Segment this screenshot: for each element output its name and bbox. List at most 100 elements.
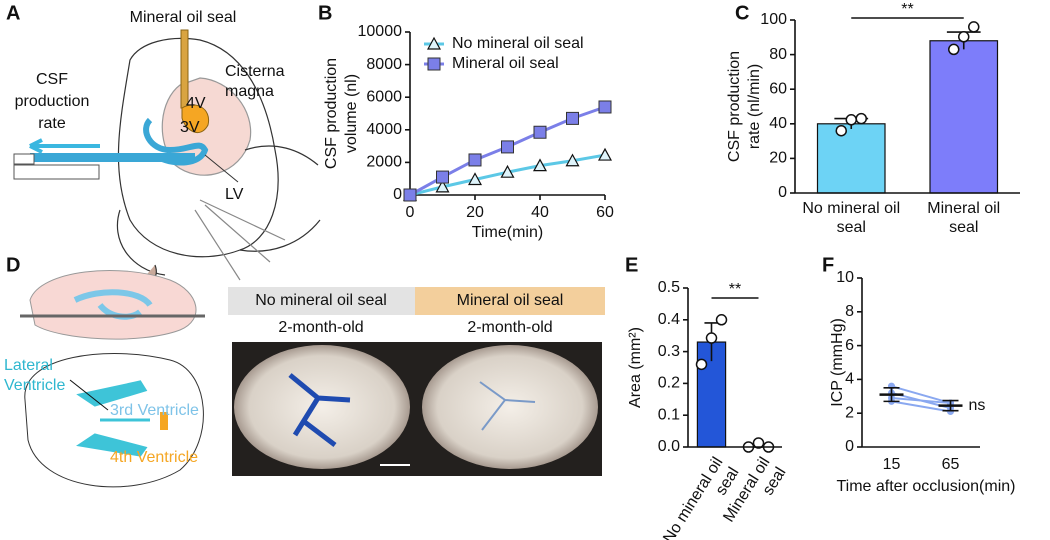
y-tick-label: 0.0 <box>658 438 680 455</box>
data-point <box>752 437 765 449</box>
label: Lateral <box>4 357 53 374</box>
x-tick-label: 40 <box>531 204 549 221</box>
y-tick-label: 10 <box>836 269 854 286</box>
marker <box>501 140 514 154</box>
condition-header <box>228 287 415 315</box>
legend-label: No mineral oil seal <box>452 35 584 52</box>
tube <box>13 153 35 165</box>
age-label: 2-month-old <box>467 319 552 336</box>
label: rate <box>38 115 66 132</box>
x-tick-label-line: No mineral oil <box>660 454 726 540</box>
y-tick-label: 2 <box>845 404 854 421</box>
data-point <box>705 332 718 344</box>
marker <box>435 179 450 193</box>
marker <box>533 125 547 139</box>
marker <box>468 153 482 167</box>
x-tick-label: 60 <box>596 204 614 221</box>
flow-arrow <box>29 138 100 154</box>
bar <box>929 40 999 194</box>
y-tick-label: 4 <box>845 371 854 388</box>
y-tick-label: 0.1 <box>658 406 680 423</box>
y-tick-label: 0 <box>845 438 854 455</box>
x-tick-label-line: No mineral oil <box>802 200 900 217</box>
marker <box>598 100 612 114</box>
y-tick-label: 0.2 <box>658 375 680 392</box>
marker <box>532 158 548 172</box>
ventricles <box>76 380 150 457</box>
label: 3rd Ventricle <box>110 402 199 419</box>
label: Mineral oil seal <box>130 9 237 26</box>
x-tick-label-line: seal <box>949 219 978 236</box>
label: magna <box>225 83 274 100</box>
legend-marker <box>427 57 441 71</box>
marker <box>467 172 483 186</box>
leader <box>69 379 109 411</box>
panel-label: C <box>735 2 749 24</box>
data-point <box>715 314 728 326</box>
panel-label: A <box>6 2 20 24</box>
subject-line <box>891 400 951 413</box>
y-tick-label: 80 <box>769 46 787 63</box>
panel-label: E <box>625 254 638 276</box>
y-tick-label: 60 <box>769 80 787 97</box>
y-axis-label-line: volume (nl) <box>343 74 360 153</box>
data-point <box>947 408 954 416</box>
data-point <box>835 124 847 137</box>
error-bar <box>942 399 959 412</box>
age-label: 2-month-old <box>278 319 363 336</box>
x-axis-label: Time after occlusion(min) <box>836 478 1015 495</box>
data-point <box>845 114 857 126</box>
brain-photo <box>234 345 410 469</box>
y-axis-label: CSF production rate (nl/min) <box>726 51 763 162</box>
data-point <box>948 43 960 56</box>
panel-label: F <box>822 254 834 276</box>
label: 4th Ventricle <box>110 449 198 466</box>
significance-label: ** <box>901 1 913 18</box>
y-tick-label: 6000 <box>366 88 402 105</box>
label: Cisterna <box>225 63 285 80</box>
significance-label: ** <box>729 281 741 298</box>
y-tick-label: 4000 <box>366 121 402 138</box>
fourth-ventricle <box>181 104 210 134</box>
lateral-ventricle <box>143 117 209 166</box>
label: 3V <box>180 119 200 136</box>
label: LV <box>225 186 244 203</box>
ventricle-stain <box>479 381 536 431</box>
marker <box>566 111 579 125</box>
y-axis-label-line: ICP (mmHg) <box>829 318 846 407</box>
y-tick-label: 8 <box>845 303 854 320</box>
y-axis-label: ICP (mmHg) <box>829 318 846 407</box>
data-point <box>855 112 867 125</box>
legend-marker <box>426 36 442 50</box>
marker <box>403 188 417 202</box>
error-bar <box>883 387 900 403</box>
y-tick-label: 10000 <box>358 23 403 40</box>
ruler <box>13 164 100 180</box>
label: Ventricle <box>4 377 65 394</box>
x-tick-label-line: seal <box>837 219 866 236</box>
marker <box>500 164 515 178</box>
y-tick-label: 0 <box>393 186 402 203</box>
data-point <box>958 31 970 43</box>
legend-label: Mineral oil seal <box>452 55 559 72</box>
leader <box>204 154 239 183</box>
condition-header <box>415 287 605 315</box>
label: CSF <box>36 71 68 88</box>
marker <box>565 153 580 167</box>
subject-line <box>891 385 951 405</box>
x-tick-label-line: Mineral oil <box>927 200 1000 217</box>
label: 4V <box>186 95 206 112</box>
x-tick-label: 20 <box>466 204 484 221</box>
condition-label: Mineral oil seal <box>457 292 564 309</box>
marker <box>597 147 613 161</box>
annotation: ns <box>969 397 986 414</box>
y-tick-label: 2000 <box>366 154 402 171</box>
label: production <box>15 93 90 110</box>
bar <box>816 123 886 194</box>
x-tick-label: 15 <box>883 456 901 473</box>
y-tick-label: 0.5 <box>658 279 680 296</box>
y-axis-label: CSF production volume (nl) <box>323 58 360 169</box>
panel-label: B <box>318 2 332 24</box>
